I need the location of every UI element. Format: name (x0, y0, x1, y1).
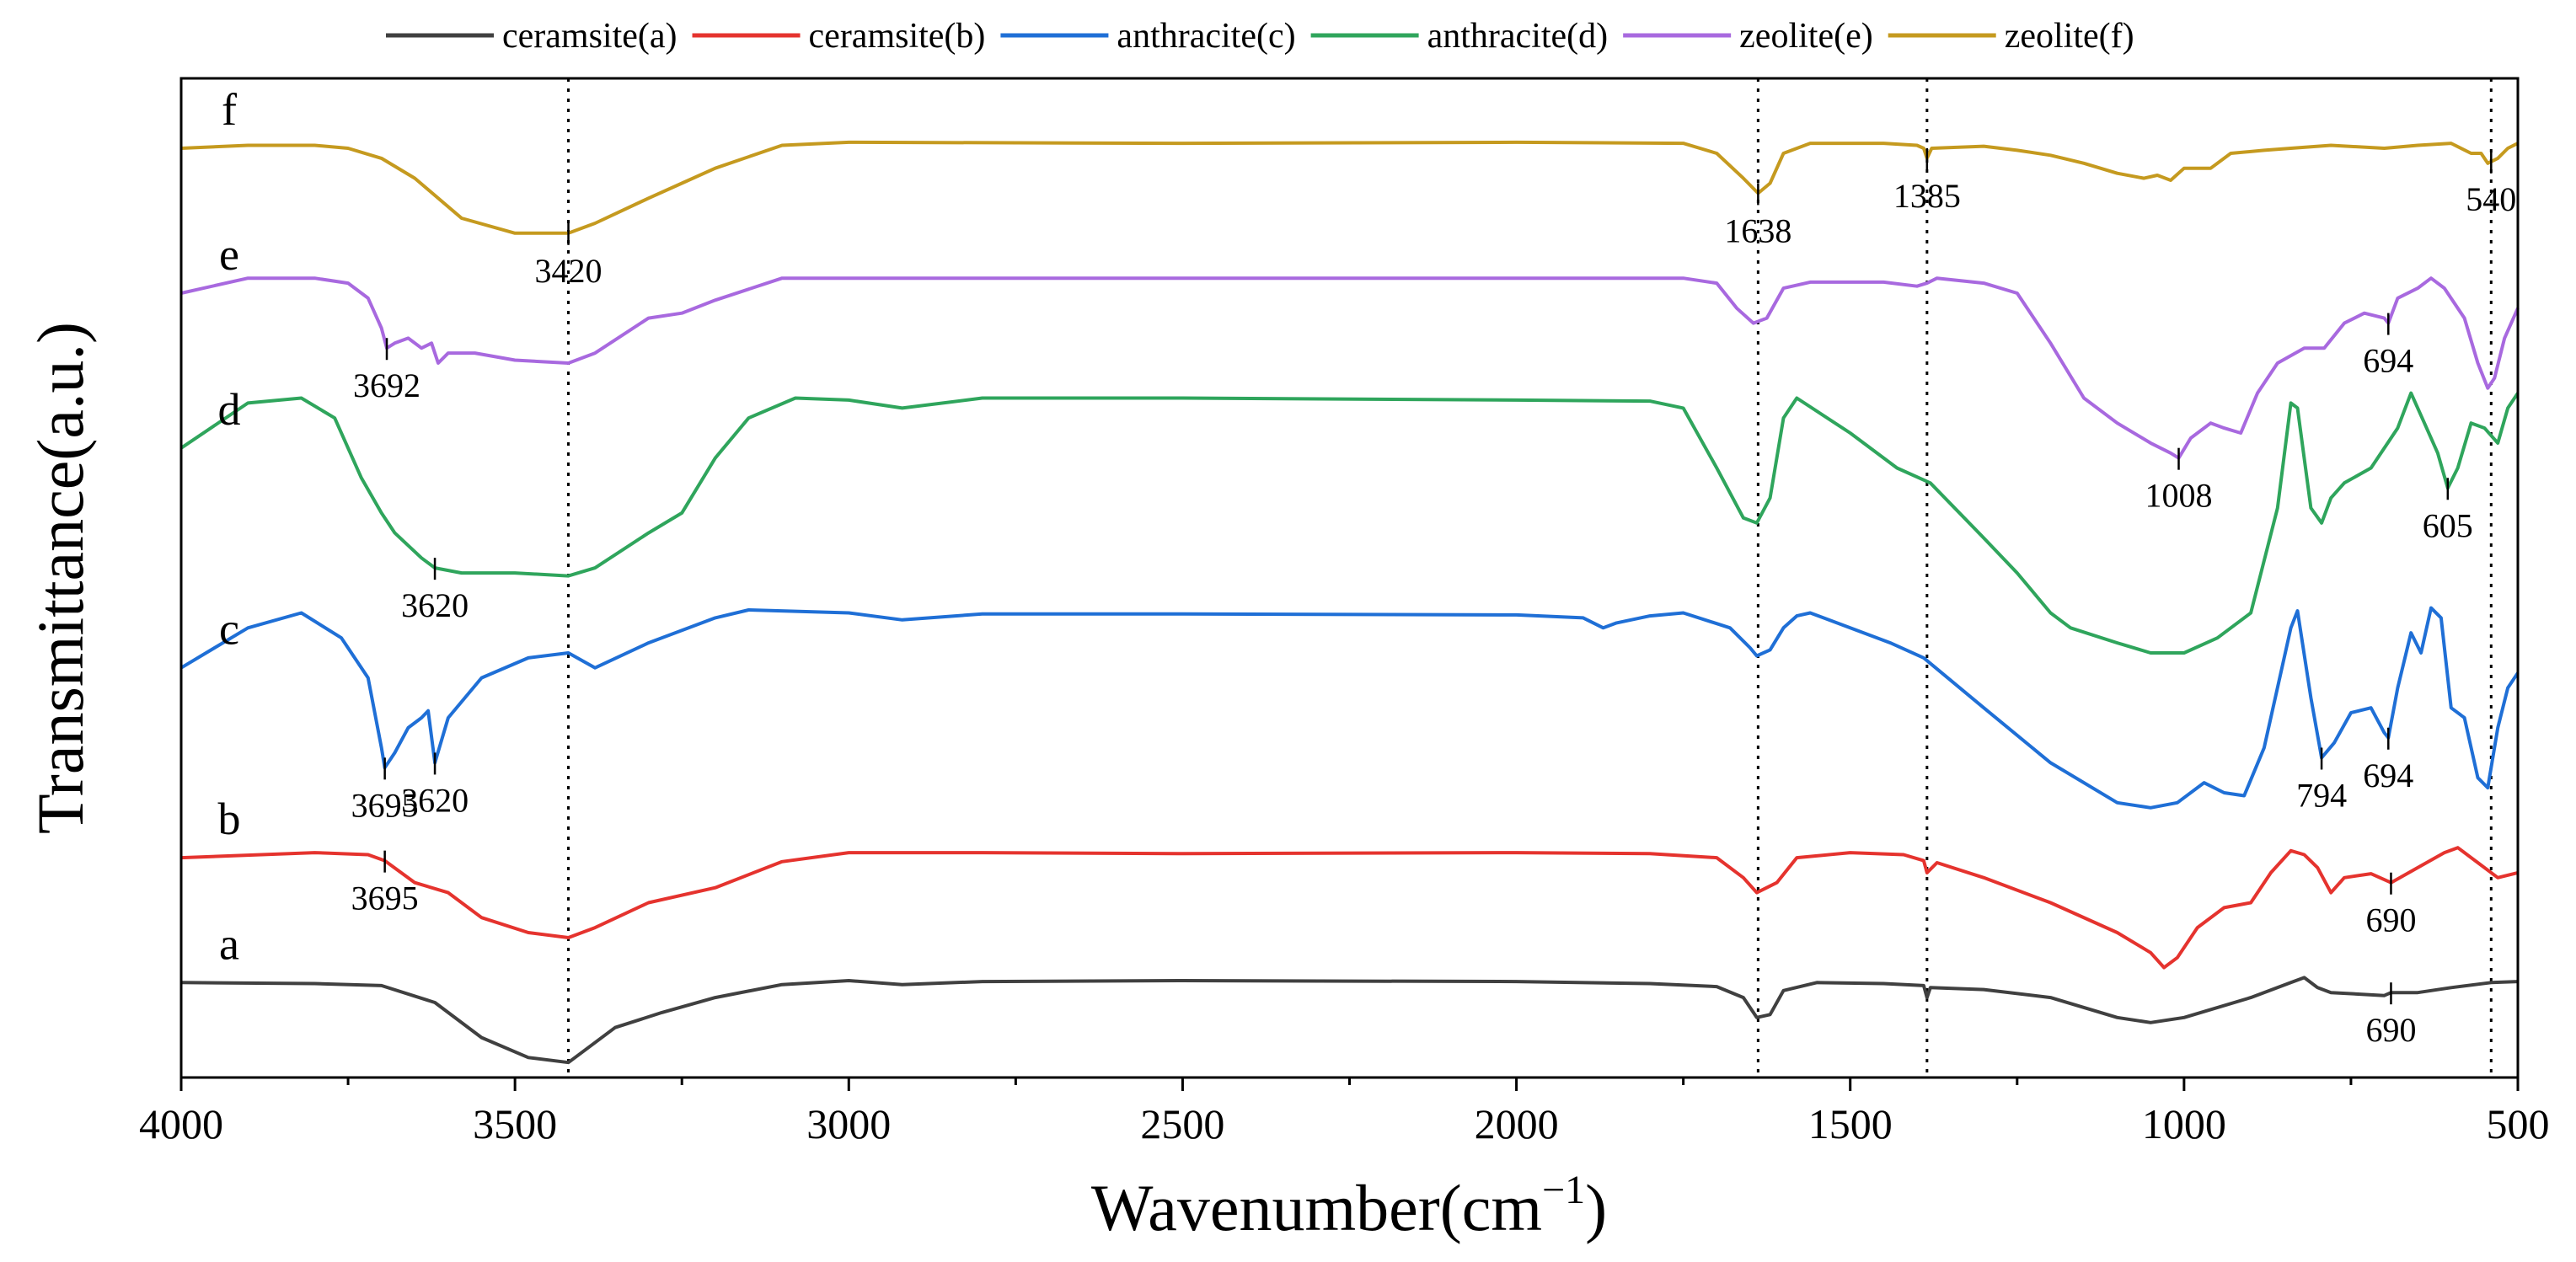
x-axis-ticks: 4000 3500 3000 2500 2000 1500 1000 500 (139, 1078, 2550, 1147)
x-tick-label-2000: 2000 (1475, 1100, 1559, 1147)
curve-label-f: f (222, 84, 237, 135)
series-line-a (180, 976, 2519, 1065)
series-layer (179, 140, 2520, 1065)
annotation-label-5: 694 (2363, 342, 2413, 380)
annotation-label-1: 1638 (1724, 211, 1791, 249)
annotation-label-12: 694 (2363, 757, 2413, 794)
annotation-label-10: 3620 (401, 781, 469, 819)
curve-label-c: c (219, 604, 239, 655)
annotation-label-4: 3692 (353, 366, 420, 404)
x-tick-label-500: 500 (2487, 1100, 2550, 1147)
annotation-label-0: 3420 (535, 252, 602, 290)
series-line-c (179, 606, 2520, 810)
series-line-e (180, 276, 2520, 460)
annotation-label-15: 690 (2365, 1011, 2416, 1049)
annotation-label-9: 3695 (351, 786, 419, 824)
annotation-label-7: 3620 (401, 586, 469, 624)
legend-label-f: zeolite(f) (2005, 17, 2134, 56)
series-line-d (179, 391, 2520, 655)
legend-label-b: ceramsite(b) (809, 17, 986, 56)
legend-label-e: zeolite(e) (1739, 17, 1873, 56)
y-axis-title: Transmittance(a.u.) (24, 322, 97, 834)
legend-label-c: anthracite(c) (1117, 17, 1295, 56)
annotation-label-14: 690 (2365, 901, 2416, 939)
curve-label-e: e (219, 229, 239, 280)
series-line-f (180, 140, 2519, 235)
curve-letters: f e d c b a (218, 84, 241, 969)
annotation-label-3: 540 (2466, 180, 2516, 218)
x-tick-label-4000: 4000 (139, 1100, 223, 1147)
x-axis-title-main: Wavenumber(cm (1091, 1171, 1542, 1244)
legend-label-d: anthracite(d) (1427, 17, 1609, 56)
x-tick-label-1000: 1000 (2142, 1100, 2226, 1147)
annotation-label-11: 794 (2296, 776, 2347, 814)
x-axis-title-superscript: −1 (1542, 1168, 1585, 1212)
curve-label-a: a (219, 918, 239, 969)
x-tick-label-3500: 3500 (473, 1100, 557, 1147)
annotation-label-2: 1385 (1893, 177, 1961, 215)
curve-label-b: b (218, 794, 241, 844)
x-axis-title-close: ) (1585, 1171, 1607, 1244)
legend: ceramsite(a) ceramsite(b) anthracite(c) ant… (386, 17, 2134, 56)
x-tick-label-3000: 3000 (806, 1100, 891, 1147)
annotation-label-13: 3695 (351, 880, 419, 917)
x-axis-title: Wavenumber(cm−1) (1091, 1168, 1607, 1244)
annotation-label-8: 605 (2423, 506, 2473, 544)
legend-label-a: ceramsite(a) (502, 17, 677, 56)
series-line-b (180, 846, 2519, 970)
x-tick-label-1500: 1500 (1808, 1100, 1893, 1147)
annotation-label-6: 1008 (2145, 477, 2213, 515)
curve-label-d: d (218, 384, 241, 435)
x-tick-label-2500: 2500 (1140, 1100, 1224, 1147)
